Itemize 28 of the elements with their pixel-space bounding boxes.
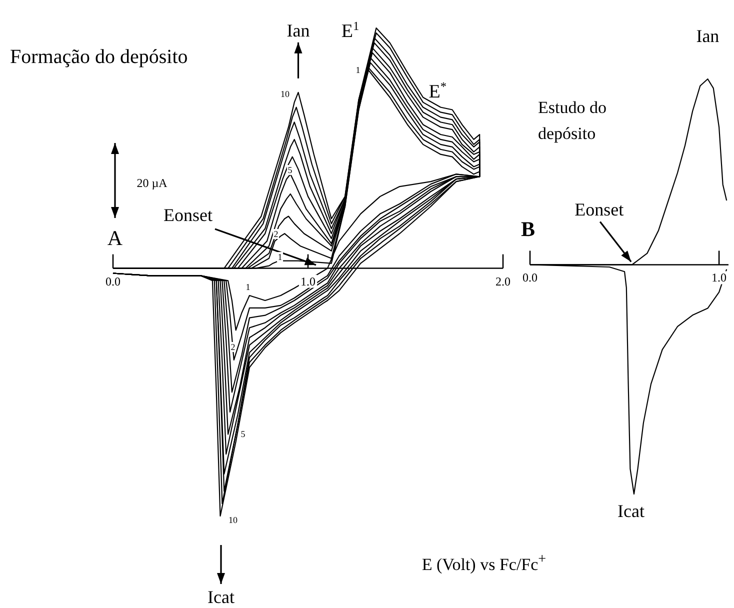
annotation: 2 [274,229,278,239]
annotation: B [520,217,536,241]
annotation: Eonset [574,200,624,220]
annotation: Ian [286,20,310,40]
annotation: Icat [617,501,644,521]
annotation: 1 [246,282,250,292]
annotation: E$^{*}$ [428,78,446,102]
x-tick-label: 2.0 [496,274,510,288]
x-tick-label: 1.0 [300,274,316,288]
x-tick-label: 0.0 [106,274,120,288]
annotation: 2 [230,342,236,352]
x-tick-label: 0.0 [522,270,538,285]
annotation: A [107,226,124,250]
annotation: 1 [278,252,282,262]
annotation: 20 µA [136,176,168,190]
annotation: Eonset [164,205,212,225]
x-tick-label: 1.0 [712,270,727,285]
text: Icat [208,587,234,607]
annotation: 1 [356,65,360,75]
annotation: E$^{1}$ [341,18,360,42]
text: Estudo do depósito [538,97,608,145]
x-axis-title: E (Volt) vs Fc/Fc$^{+}$ [422,551,546,575]
annotation: Ian [696,26,720,46]
text: Formação do depósito [10,46,188,69]
annotation: 10 [228,515,238,525]
annotation: 5 [288,165,293,175]
annotation: 5 [240,429,246,439]
annotation: 10 [280,89,290,99]
